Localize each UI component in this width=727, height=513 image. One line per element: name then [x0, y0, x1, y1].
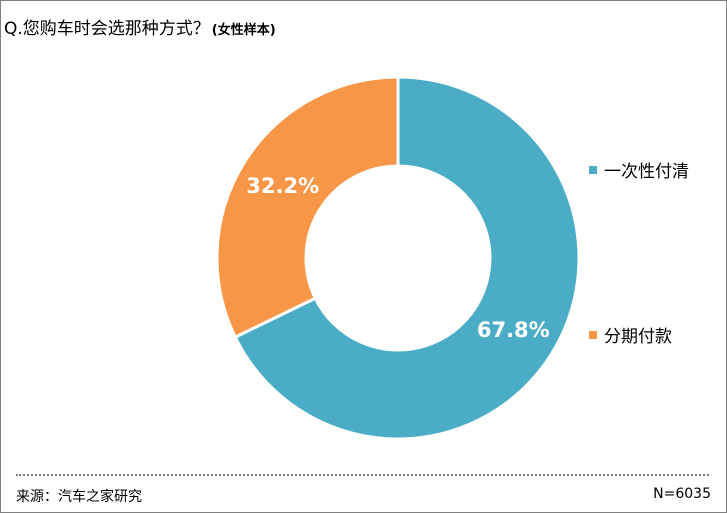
donut-slice-1	[233, 75, 581, 441]
slice-value-label-1: 67.8%	[477, 318, 550, 342]
legend-item-1: 一次性付清	[589, 157, 689, 182]
legend-label: 一次性付清	[604, 162, 689, 182]
chart-legend: 一次性付清 分期付款	[589, 0, 719, 400]
chart-title: Q.您购车时会选那种方式？ (女性样本)	[4, 18, 276, 42]
donut-slice-2	[215, 75, 400, 340]
slice-value-label-2: 32.2%	[246, 174, 319, 198]
donut-slice-labels: 67.8% 32.2%	[246, 174, 549, 342]
footer-source: 来源：汽车之家研究	[16, 489, 142, 505]
donut-slices	[215, 75, 581, 441]
footer-divider	[16, 474, 709, 476]
chart-title-sub: (女性样本)	[211, 23, 276, 38]
legend-item-2: 分期付款	[589, 322, 672, 347]
footer-sample-size: N=6035	[653, 486, 711, 502]
legend-swatch	[589, 330, 597, 339]
legend-swatch	[589, 165, 597, 174]
legend-label: 分期付款	[604, 327, 672, 347]
chart-title-main: Q.您购车时会选那种方式？	[4, 19, 210, 39]
